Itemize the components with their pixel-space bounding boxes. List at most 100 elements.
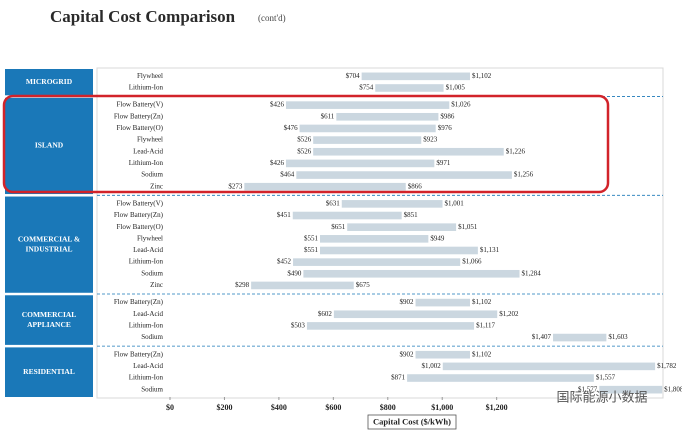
- group-label: COMMERCIAL: [22, 310, 77, 319]
- low-label: $426: [270, 159, 285, 167]
- group-box: [5, 347, 93, 397]
- high-label: $949: [430, 234, 445, 242]
- low-label: $871: [391, 374, 406, 382]
- high-label: $1,603: [608, 333, 628, 341]
- high-label: $1,202: [499, 310, 519, 318]
- low-label: $611: [321, 112, 335, 120]
- row-label: Sodium: [141, 333, 163, 341]
- chart-title: Capital Cost Comparison: [50, 7, 236, 26]
- row-label: Lithium-Ion: [129, 374, 164, 382]
- range-bar: [293, 258, 461, 266]
- group-label: COMMERCIAL &: [18, 234, 80, 243]
- range-bar: [375, 84, 444, 92]
- high-label: $1,026: [451, 101, 471, 109]
- row-label: Flow Battery(Zn): [114, 112, 164, 120]
- high-label: $1,131: [480, 246, 500, 254]
- high-label: $1,284: [522, 269, 542, 277]
- range-bar: [553, 333, 607, 342]
- group-box: [5, 196, 93, 293]
- high-label: $1,001: [444, 199, 464, 207]
- low-label: $754: [359, 84, 374, 92]
- row-label: Flywheel: [137, 136, 163, 144]
- row-label: Lithium-Ion: [129, 159, 164, 167]
- row-label: Flow Battery(Zn): [114, 350, 164, 358]
- row-label: Flow Battery(V): [117, 101, 164, 109]
- row-label: Lead-Acid: [133, 246, 163, 254]
- low-label: $298: [235, 281, 250, 289]
- plot-layer: $0 $200 $400 $600 $800 $1,000 $1,200 MICROGRID F…: [5, 69, 682, 412]
- highlight-box: [2, 94, 610, 194]
- row-label: Flow Battery(Zn): [114, 211, 164, 219]
- high-label: $1,117: [476, 322, 495, 330]
- row-label: Lithium-Ion: [129, 322, 164, 330]
- row-label: Lithium-Ion: [129, 258, 164, 266]
- high-label: $1,102: [472, 350, 492, 358]
- x-tick-label: $200: [216, 403, 232, 412]
- range-bar: [599, 385, 663, 394]
- range-bar: [306, 322, 475, 330]
- high-label: $866: [408, 182, 423, 190]
- high-label: $976: [438, 124, 453, 132]
- watermark: 国际能源小数据: [556, 391, 647, 406]
- high-label: $1,256: [514, 171, 534, 179]
- high-label: $1,782: [657, 362, 677, 370]
- high-label: $1,808: [664, 385, 682, 393]
- range-bar: [319, 235, 429, 243]
- range-bar: [442, 362, 656, 371]
- x-axis-label: Capital Cost ($/kWh): [373, 416, 451, 426]
- low-label: $631: [326, 199, 341, 207]
- low-label: $490: [287, 269, 302, 277]
- low-label: $551: [304, 234, 319, 242]
- x-tick-label: $400: [271, 403, 287, 412]
- row-label: Flow Battery(O): [117, 223, 164, 231]
- high-label: $1,005: [446, 84, 466, 92]
- high-label: $1,226: [506, 147, 526, 155]
- low-label: $902: [400, 298, 415, 306]
- high-label: $1,066: [462, 258, 482, 266]
- group-label: INDUSTRIAL: [25, 244, 72, 253]
- low-label: $452: [277, 258, 292, 266]
- high-label: $971: [436, 159, 451, 167]
- low-label: $451: [277, 211, 292, 219]
- range-bar: [285, 159, 435, 168]
- group-label: RESIDENTIAL: [23, 367, 75, 376]
- high-label: $851: [404, 211, 419, 219]
- row-label: Sodium: [141, 385, 163, 393]
- plot-frame: [96, 67, 664, 399]
- x-tick-label: $1,000: [431, 403, 453, 412]
- range-bar: [415, 350, 470, 359]
- row-label: Lithium-Ion: [129, 84, 164, 92]
- high-label: $675: [356, 281, 371, 289]
- row-label: Lead-Acid: [133, 147, 163, 155]
- x-tick-label: $0: [166, 403, 174, 412]
- range-bar: [319, 246, 478, 255]
- range-bar: [292, 211, 402, 220]
- row-label: Flow Battery(Zn): [114, 298, 164, 306]
- row-label: Lead-Acid: [133, 362, 163, 370]
- low-label: $503: [291, 322, 306, 330]
- high-label: $1,102: [472, 72, 492, 80]
- x-tick-label: $600: [325, 403, 341, 412]
- group-box: [5, 295, 93, 345]
- range-bar: [407, 374, 594, 382]
- row-label: Flow Battery(O): [117, 124, 164, 132]
- group-box: [5, 69, 93, 96]
- range-bar: [244, 182, 406, 191]
- range-bar: [361, 72, 470, 81]
- x-tick-label: $1,200: [486, 403, 508, 412]
- low-label: $476: [284, 124, 299, 132]
- group-label: APPLIANCE: [27, 320, 71, 329]
- row-label: Flywheel: [137, 72, 163, 80]
- high-label: $986: [440, 112, 455, 120]
- low-label: $1,002: [422, 362, 442, 370]
- range-bar: [296, 171, 512, 179]
- high-label: $1,557: [596, 374, 616, 382]
- range-bar: [336, 112, 439, 121]
- high-label: $923: [423, 136, 438, 144]
- low-label: $1,577: [578, 385, 598, 393]
- chart-subtitle: (cont'd): [258, 13, 286, 23]
- high-label: $1,102: [472, 298, 492, 306]
- low-label: $602: [318, 310, 333, 318]
- row-label: Flow Battery(V): [117, 199, 164, 207]
- range-bar: [341, 200, 443, 208]
